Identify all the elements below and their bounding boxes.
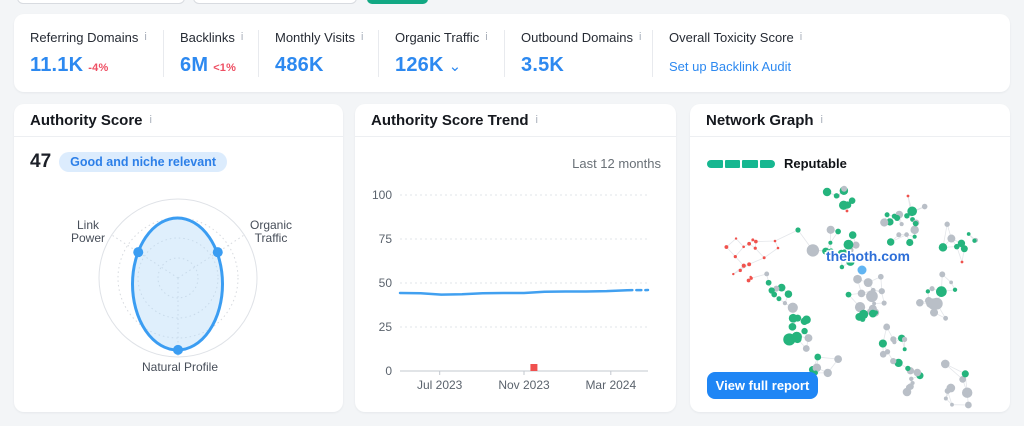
metric-organic-traffic: Organic Traffic i 126K ⌄: [379, 29, 505, 77]
reputation-meter-segment: [759, 159, 775, 168]
info-icon[interactable]: i: [639, 31, 642, 43]
card-header: Network Graph i: [690, 104, 1010, 137]
metric-delta: -4%: [88, 61, 109, 74]
reputation-meter-segment: [724, 159, 740, 168]
svg-text:Nov 2023: Nov 2023: [498, 378, 550, 392]
info-icon[interactable]: i: [485, 31, 488, 43]
metric-label: Outbound Domains: [521, 29, 634, 45]
reputation-label: Reputable: [784, 156, 847, 171]
authority-score-trend-card: Authority Score Trend i Last 12 months 0…: [355, 104, 676, 412]
metric-monthly-visits: Monthly Visits i 486K: [259, 29, 379, 77]
metric-label: Monthly Visits: [275, 29, 355, 45]
svg-text:Organic: Organic: [250, 218, 292, 232]
analyze-button-remnant[interactable]: [367, 0, 428, 4]
metric-label: Backlinks: [180, 29, 235, 45]
metric-toxicity-score: Overall Toxicity Score i Set up Backlink …: [653, 30, 1010, 77]
metric-value: 11.1K: [30, 53, 84, 76]
metrics-summary-bar: Referring Domains i 11.1K -4% Backlinks i 6…: [14, 14, 1010, 92]
setup-backlink-audit-link[interactable]: Set up Backlink Audit: [669, 58, 792, 74]
svg-text:50: 50: [379, 276, 393, 290]
metric-delta: <1%: [213, 61, 237, 74]
authority-score-card: Authority Score i 47 Good and niche rele…: [14, 104, 343, 412]
metric-value: 6M: [180, 53, 209, 76]
authority-score-value: 47: [30, 151, 52, 172]
card-title: Authority Score Trend: [371, 111, 529, 129]
svg-text:Power: Power: [71, 231, 105, 245]
svg-text:100: 100: [372, 188, 392, 202]
network-graph-card: Network Graph i Reputable thehoth.com Vi…: [690, 104, 1010, 412]
domain-input-remnant[interactable]: [17, 0, 185, 4]
reputation-meter: [707, 159, 775, 168]
metric-value: 126K: [395, 53, 444, 76]
trend-line-chart: 0 25 50 75 100 Jul 2023 Nov 2023 Mar 2024: [372, 188, 650, 392]
card-header: Authority Score Trend i: [355, 104, 676, 137]
svg-text:Mar 2024: Mar 2024: [585, 378, 636, 392]
svg-text:0: 0: [385, 364, 392, 378]
svg-text:Jul 2023: Jul 2023: [417, 378, 463, 392]
info-icon[interactable]: i: [240, 31, 244, 43]
metric-label: Referring Domains: [30, 29, 139, 45]
info-icon[interactable]: i: [820, 114, 823, 126]
metric-label: Organic Traffic: [395, 29, 480, 45]
period-label: Last 12 months: [572, 156, 661, 171]
info-icon[interactable]: i: [535, 114, 538, 126]
svg-text:Traffic: Traffic: [255, 231, 288, 245]
metric-backlinks: Backlinks i 6M <1%: [164, 29, 259, 77]
info-icon[interactable]: i: [149, 114, 152, 126]
info-icon[interactable]: i: [360, 31, 364, 43]
metric-value: 3.5K: [521, 53, 565, 76]
svg-text:Link: Link: [77, 218, 100, 232]
info-icon[interactable]: i: [144, 31, 147, 43]
backlink-network-graph: thehoth.com: [724, 185, 979, 409]
card-title: Authority Score: [30, 111, 143, 129]
reputation-meter-segment: [707, 159, 723, 168]
score-badge: Good and niche relevant: [59, 152, 228, 172]
svg-text:Natural Profile: Natural Profile: [142, 360, 218, 374]
reputation-meter-segment: [742, 159, 758, 168]
svg-text:25: 25: [379, 320, 393, 334]
metric-label: Overall Toxicity Score: [669, 29, 794, 45]
card-header: Authority Score i: [14, 104, 343, 137]
metric-value: 486K: [275, 53, 324, 76]
chevron-down-icon: ⌄: [448, 57, 462, 75]
svg-text:thehoth.com: thehoth.com: [826, 248, 910, 264]
svg-text:75: 75: [379, 232, 393, 246]
view-full-report-button[interactable]: View full report: [707, 372, 818, 399]
card-title: Network Graph: [706, 111, 814, 129]
info-icon[interactable]: i: [799, 31, 803, 43]
metric-referring-domains: Referring Domains i 11.1K -4%: [14, 29, 164, 77]
organic-traffic-dropdown[interactable]: 126K ⌄: [395, 54, 504, 77]
reputation-legend: Reputable: [707, 156, 847, 171]
search-input-remnant[interactable]: [193, 0, 357, 4]
metric-outbound-domains: Outbound Domains i 3.5K: [505, 29, 653, 77]
